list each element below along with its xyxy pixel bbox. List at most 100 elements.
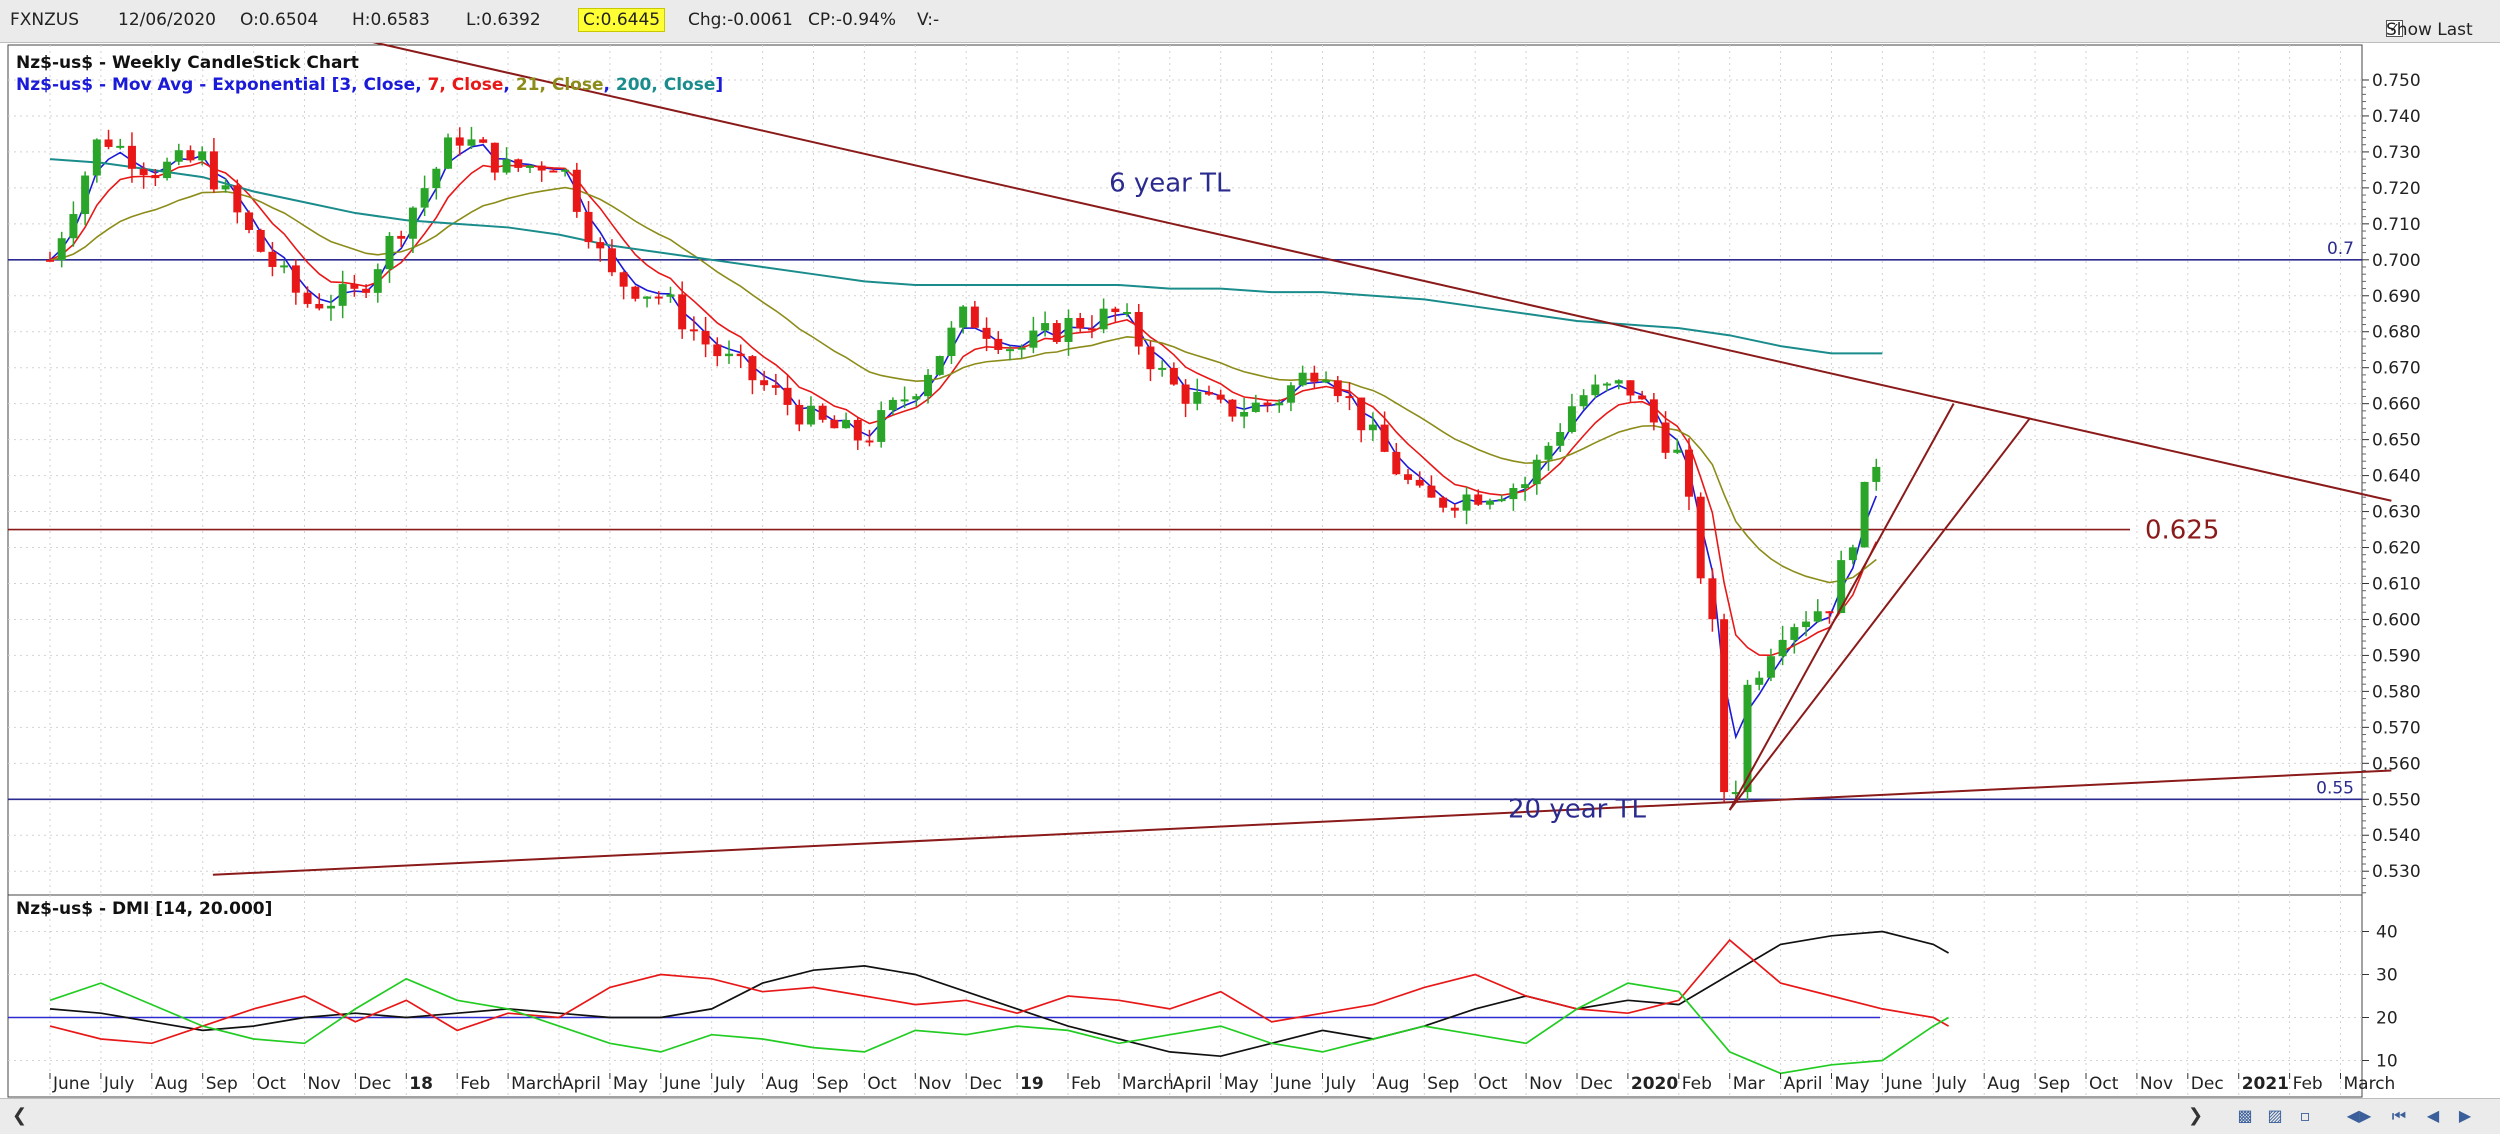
candle-down [783,387,792,405]
price-tick-label: 0.610 [2372,574,2421,594]
step-forward-icon[interactable]: ▶ [2458,1106,2472,1125]
candle-up [69,214,78,239]
candle-down [479,139,488,143]
candle-up [1123,311,1132,314]
candle-up [1802,621,1811,628]
price-y-axis: 0.750 0.740 0.730 0.720 0.710 0.700 0.690 0.680… [2362,71,2421,894]
candle-up [666,294,675,297]
trendline [1728,417,2031,811]
x-axis: June July Aug Sep Oct Nov Dec 18 Feb March April Ma… [49,1073,2395,1093]
price-tick-label: 0.660 [2372,395,2421,415]
x-tick-label: May [613,1074,648,1093]
x-tick-label: March [511,1074,563,1093]
candle-down [490,142,499,173]
x-tick-label: Oct [257,1074,287,1093]
price-tick-label: 0.620 [2372,539,2421,559]
fit-chart-icon[interactable]: ▫ [2299,1106,2311,1125]
candle-down [1310,372,1319,382]
candle-up [1275,402,1284,406]
candle-down [46,259,54,262]
x-tick-label: 18 [409,1074,433,1093]
candle-up [1567,406,1576,432]
x-tick-label: 2021 [2242,1074,2289,1093]
zoom-in-icon[interactable]: ▩ [2237,1106,2253,1125]
candle-down [1825,611,1834,614]
candle-up [1005,349,1014,352]
candle-up [432,168,441,189]
x-tick-label: Oct [2089,1074,2119,1093]
candle-up [1368,424,1377,431]
scroll-left-icon[interactable]: ❮ [12,1105,28,1126]
x-tick-label: Feb [460,1074,490,1093]
show-last-label: Show Last [2386,20,2473,40]
candle-down [654,296,663,299]
candle-down [689,329,698,332]
price-tick-label: 0.670 [2372,359,2421,379]
candle-up [1064,317,1073,342]
candle-up [326,305,335,309]
trendline [1728,403,1955,811]
candle-up [842,419,851,429]
ema-legend-sep: , [603,75,615,95]
candle-up [1041,323,1050,331]
candle-down [455,137,464,146]
x-tick-label: Dec [2191,1074,2224,1093]
candle-down [994,338,1003,350]
candle-down [1204,391,1213,395]
x-tick-label: Aug [766,1074,799,1093]
step-back-icon[interactable]: ◀ [2426,1106,2440,1125]
candle-down [537,165,546,171]
show-last-checkbox[interactable]: ✓ [2386,20,2403,37]
candle-down [1380,424,1389,452]
pan-icon[interactable]: ◀▶ [2346,1106,2372,1125]
candle-up [1497,499,1506,502]
candle-up [1673,449,1682,453]
candle-down [315,303,324,309]
candle-up [1614,380,1623,384]
x-tick-label: Dec [1580,1074,1613,1093]
ema-legend-suffix: ] [715,75,723,95]
candle-up [1240,411,1249,417]
zoom-out-icon[interactable]: ▨ [2267,1106,2283,1125]
scroll-right-icon[interactable]: ❯ [2188,1105,2204,1126]
candle-up [959,306,968,328]
candle-up [1029,330,1038,348]
price-tick-label: 0.740 [2372,107,2421,127]
candle-down [1684,449,1693,497]
price-tick-label: 0.560 [2372,754,2421,774]
candle-up [81,175,90,215]
time-axis-bar: June July Aug Sep Oct Nov Dec 18 Feb March April Ma… [0,1073,2500,1134]
x-tick-label: July [103,1074,135,1093]
x-tick-label: May [1224,1074,1259,1093]
candle-up [174,150,183,162]
plus_di-line [49,938,1949,1045]
candle-up [1298,372,1307,386]
candle-up [92,139,101,176]
x-tick-label: Oct [1478,1074,1508,1093]
candle-down [233,185,242,213]
ema-legend-sep: , [415,75,427,95]
candle-down [1415,479,1424,486]
candle-down [865,440,874,443]
x-tick-label: June [663,1074,701,1093]
price-tick-label: 0.650 [2372,431,2421,451]
candle-down [209,151,218,190]
candle-down [1333,380,1342,397]
candle-down [397,235,406,239]
ema-legend-item: 3, Close [339,75,415,95]
jump-start-icon[interactable]: ⏮ [2391,1106,2407,1125]
candle-down [1228,399,1237,417]
candle-up [198,151,207,161]
candle-down [1357,397,1366,431]
dmi-plot-frame [7,894,2363,1098]
candle-up [1322,380,1331,383]
candle-up [1017,347,1026,350]
level-label: 0.55 [2316,778,2354,798]
x-tick-label: April [562,1074,601,1093]
candle-up [561,169,570,172]
candle-down [713,344,722,357]
trendline [372,43,2392,502]
candle-up [888,399,897,411]
